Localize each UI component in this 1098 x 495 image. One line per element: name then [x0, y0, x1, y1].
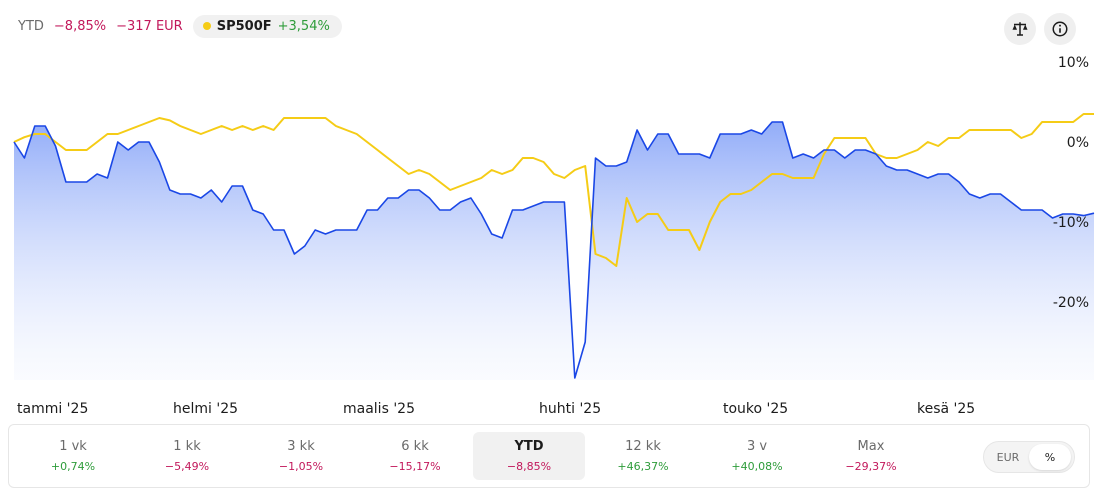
period-value: −5,49%	[164, 460, 210, 473]
y-tick-label: 10%	[1058, 55, 1089, 71]
period-value: +0,74%	[50, 460, 96, 473]
period-1w[interactable]: 1 vk +0,74%	[17, 432, 129, 480]
period-label: 12 kk	[625, 439, 661, 454]
portfolio-line	[13, 121, 1095, 379]
y-tick-label: -20%	[1053, 295, 1089, 311]
info-button[interactable]	[1044, 13, 1076, 45]
x-tick-label: huhti '25	[539, 401, 601, 417]
x-tick-label: tammi '25	[17, 401, 88, 417]
period-max[interactable]: Max −29,37%	[815, 432, 927, 480]
period-6m[interactable]: 6 kk −15,17%	[359, 432, 471, 480]
period-label: YTD	[514, 439, 544, 454]
x-tick-label: kesä '25	[917, 401, 975, 417]
period-12m[interactable]: 12 kk +46,37%	[587, 432, 699, 480]
unit-toggle: EUR %	[983, 441, 1075, 473]
period-label: 3 kk	[287, 439, 315, 454]
x-tick-label: helmi '25	[173, 401, 238, 417]
period-1m[interactable]: 1 kk −5,49%	[131, 432, 243, 480]
compare-button[interactable]	[1004, 13, 1036, 45]
unit-eur-option[interactable]: EUR	[996, 450, 1020, 464]
summary-header: YTD −8,85% −317 EUR SP500F +3,54%	[18, 13, 342, 39]
performance-chart: 10% 0% -10% -20% tammi '25 helmi '25 maalis '2…	[13, 55, 1095, 417]
benchmark-line	[13, 113, 1094, 267]
period-value: −29,37%	[845, 460, 897, 473]
period-label: Max	[857, 439, 885, 454]
period-label: 6 kk	[401, 439, 429, 454]
period-value: +40,08%	[731, 460, 783, 473]
unit-percent-option[interactable]: %	[1029, 444, 1071, 470]
summary-period-label: YTD	[18, 18, 44, 34]
period-selector: 1 vk +0,74% 1 kk −5,49% 3 kk −1,05% 6 kk…	[8, 424, 1090, 488]
x-tick-label: maalis '25	[343, 401, 415, 417]
info-icon	[1052, 21, 1068, 37]
benchmark-name: SP500F	[216, 18, 272, 34]
period-label: 1 kk	[173, 439, 201, 454]
summary-return-pct: −8,85%	[53, 18, 107, 34]
period-3y[interactable]: 3 v +40,08%	[701, 432, 813, 480]
period-value: −15,17%	[389, 460, 441, 473]
x-tick-label: touko '25	[723, 401, 788, 417]
performance-card: 10% 0% -10% -20% tammi '25 helmi '25 maalis '2…	[6, 0, 1095, 490]
summary-return-abs: −317 EUR	[116, 18, 183, 34]
period-value: −8,85%	[506, 460, 552, 473]
benchmark-pill[interactable]: SP500F +3,54%	[192, 14, 342, 38]
period-label: 1 vk	[59, 439, 87, 454]
period-value: −1,05%	[278, 460, 324, 473]
period-ytd[interactable]: YTD −8,85%	[473, 432, 585, 480]
benchmark-dot	[202, 22, 211, 30]
balance-scale-icon	[1012, 22, 1028, 36]
y-tick-label: 0%	[1067, 135, 1089, 151]
period-3m[interactable]: 3 kk −1,05%	[245, 432, 357, 480]
period-value: +46,37%	[617, 460, 669, 473]
period-label: 3 v	[746, 439, 768, 454]
benchmark-return: +3,54%	[277, 18, 330, 34]
y-tick-label: -10%	[1053, 215, 1089, 231]
portfolio-area	[14, 122, 1094, 380]
